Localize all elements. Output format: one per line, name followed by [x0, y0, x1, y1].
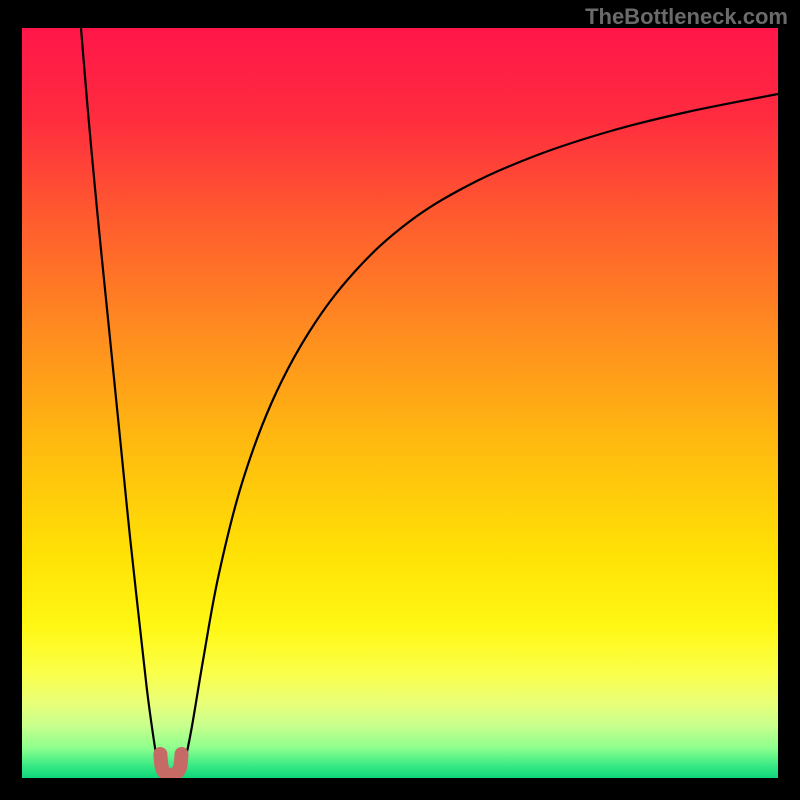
watermark-text: TheBottleneck.com [585, 4, 788, 30]
chart-container: TheBottleneck.com [0, 0, 800, 800]
plot-area [22, 28, 778, 778]
gradient-background [22, 28, 778, 778]
plot-svg [22, 28, 778, 778]
